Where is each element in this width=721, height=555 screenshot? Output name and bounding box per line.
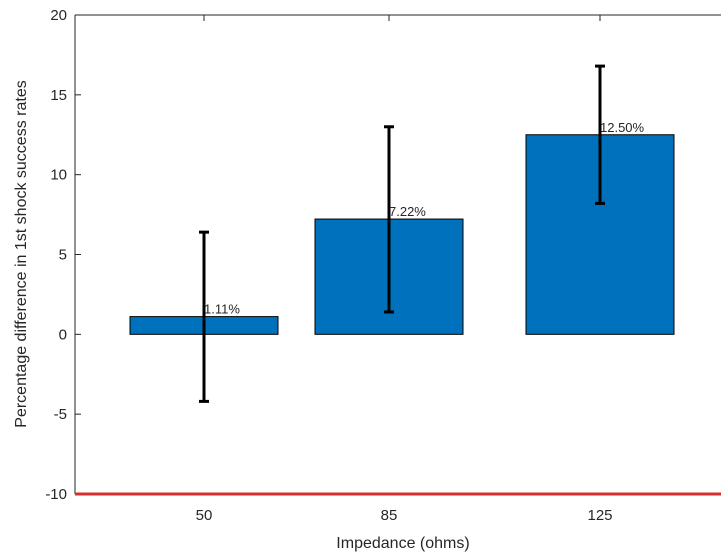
y-tick-label-20: 20	[50, 7, 67, 24]
x-tick-label-85: 85	[381, 507, 398, 524]
error-bars-group	[199, 64, 605, 403]
y-tick-labels: -10 -5 0 5 10 15 20	[45, 7, 67, 503]
bars-group	[129, 134, 675, 335]
data-label-50: 1.11%	[204, 302, 240, 317]
axes-group	[74, 14, 721, 495]
y-tick-label-5: 5	[59, 247, 67, 264]
x-tick-labels: 50 85 125	[196, 507, 613, 524]
y-tick-label-15: 15	[50, 87, 67, 104]
data-label-125: 12.50%	[600, 120, 645, 135]
x-tick-label-125: 125	[587, 507, 612, 524]
y-tick-label--5: -5	[54, 406, 67, 423]
x-tick-label-50: 50	[196, 507, 213, 524]
x-axis-label: Impedance (ohms)	[336, 535, 469, 552]
y-tick-label--10: -10	[45, 486, 67, 503]
y-tick-label-10: 10	[50, 167, 67, 184]
data-labels-group: 1.11% 7.22% 12.50%	[204, 120, 645, 317]
data-label-85: 7.22%	[389, 204, 426, 219]
y-tick-label-0: 0	[59, 326, 67, 343]
y-axis-label: Percentage difference in 1st shock succe…	[13, 80, 30, 427]
